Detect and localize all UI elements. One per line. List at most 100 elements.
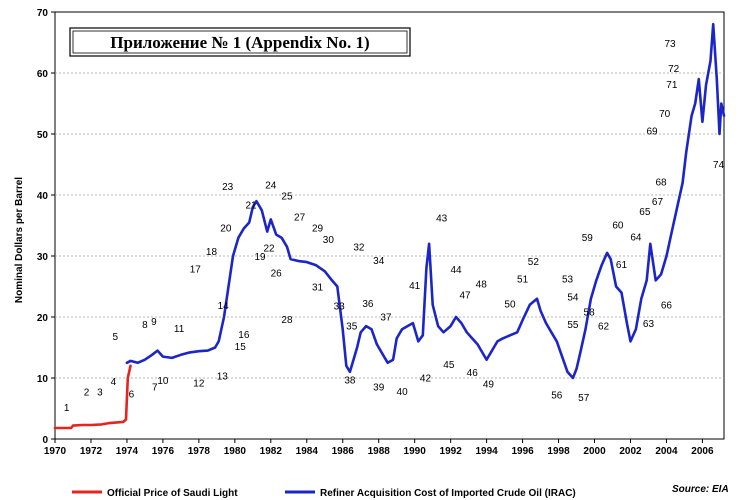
legend-label-saudi: Official Price of Saudi Light [107, 488, 238, 499]
y-tick-label: 0 [42, 435, 48, 446]
y-tick-label: 50 [37, 130, 49, 141]
x-tick-label: 1970 [44, 446, 67, 457]
annotation-label: 72 [668, 64, 680, 75]
y-axis-label: Nominal Dollars per Barrel [14, 177, 25, 303]
annotation-label: 1 [64, 403, 70, 414]
x-tick-label: 1972 [80, 446, 103, 457]
source-note: Source: EIA [672, 484, 729, 495]
x-tick-label: 1988 [368, 446, 391, 457]
x-tick-label: 1998 [547, 446, 570, 457]
x-tick-label: 2004 [655, 446, 678, 457]
x-tick-label: 2006 [691, 446, 714, 457]
annotation-label: 6 [129, 389, 135, 400]
title-box: Приложение № 1 (Appendix No. 1) [69, 27, 411, 57]
series-lines [53, 22, 726, 430]
annotation-label: 60 [612, 220, 624, 231]
series-line-irac [125, 22, 726, 380]
annotation-label: 59 [582, 233, 594, 244]
x-tick-label: 1982 [260, 446, 283, 457]
annotation-label: 57 [578, 393, 590, 404]
x-tick-label: 1994 [475, 446, 498, 457]
annotation-label: 44 [450, 265, 462, 276]
annotation-label: 19 [254, 252, 266, 263]
annotation-label: 13 [217, 372, 229, 383]
annotation-label: 53 [562, 275, 574, 286]
annotation-label: 9 [151, 317, 157, 328]
annotation-label: 33 [334, 302, 346, 313]
annotation-label: 15 [235, 342, 247, 353]
annotation-label: 27 [294, 212, 306, 223]
annotation-label: 39 [373, 383, 385, 394]
legend-label-irac: Refiner Acquisition Cost of Imported Cru… [320, 488, 576, 499]
x-tick-label: 1996 [511, 446, 534, 457]
annotation-label: 67 [652, 197, 664, 208]
y-tick-label: 20 [37, 313, 49, 324]
y-tick-label: 10 [37, 374, 49, 385]
annotation-label: 12 [193, 378, 205, 389]
annotation-label: 48 [476, 280, 488, 291]
annotation-label: 64 [630, 233, 642, 244]
annotation-label: 5 [112, 332, 118, 343]
annotation-label: 65 [639, 207, 651, 218]
annotation-label: 49 [483, 380, 495, 391]
annotation-label: 62 [598, 322, 610, 333]
x-tick-label: 2000 [583, 446, 606, 457]
annotation-label: 36 [362, 299, 374, 310]
legend: Official Price of Saudi Light Refiner Ac… [72, 488, 576, 499]
annotation-label: 70 [659, 109, 671, 120]
series-line-saudi-light [53, 364, 132, 430]
annotation-label: 58 [584, 308, 596, 319]
annotation-label: 69 [647, 126, 659, 137]
annotation-label: 50 [504, 300, 516, 311]
y-tick-label: 60 [37, 69, 49, 80]
x-tick-label: 1978 [188, 446, 211, 457]
x-tick-label: 1984 [296, 446, 319, 457]
y-tick-label: 40 [37, 191, 49, 202]
annotation-label: 17 [190, 264, 202, 275]
annotation-label: 8 [142, 320, 148, 331]
annotation-label: 54 [567, 292, 579, 303]
annotation-label: 18 [206, 247, 218, 258]
annotation-label: 34 [373, 256, 385, 267]
annotation-label: 26 [271, 269, 283, 280]
x-tick-label: 1980 [224, 446, 247, 457]
x-tick-label: 1992 [440, 446, 463, 457]
chart-title: Приложение № 1 (Appendix No. 1) [110, 33, 369, 52]
annotation-label: 24 [265, 181, 277, 192]
x-tick-label: 2002 [619, 446, 642, 457]
annotation-label: 2 [84, 388, 90, 399]
annotation-label: 20 [220, 223, 232, 234]
annotation-label: 40 [397, 387, 409, 398]
annotation-label: 25 [281, 192, 293, 203]
annotation-label: 37 [380, 313, 392, 324]
annotation-label: 73 [664, 39, 676, 50]
annotation-label: 47 [459, 291, 471, 302]
annotation-label: 56 [551, 391, 563, 402]
annotation-label: 11 [174, 324, 185, 335]
annotation-label: 71 [666, 80, 678, 91]
x-tick-label: 1976 [152, 446, 175, 457]
annotation-label: 3 [97, 388, 103, 399]
annotation-label: 63 [643, 319, 655, 330]
plot-frame [54, 11, 725, 440]
x-tick-label: 1986 [332, 446, 355, 457]
annotation-label: 68 [655, 178, 667, 189]
annotation-label: 41 [409, 281, 421, 292]
annotation-label: 28 [281, 315, 293, 326]
annotation-label: 51 [517, 275, 529, 286]
annotation-label: 30 [323, 235, 335, 246]
annotation-label: 16 [238, 330, 250, 341]
annotation-label: 42 [420, 374, 432, 385]
annotation-label: 10 [157, 376, 169, 387]
annotation-label: 29 [312, 223, 324, 234]
annotation-label: 45 [443, 360, 455, 371]
annotation-label: 74 [713, 160, 725, 171]
y-tick-label: 30 [37, 252, 49, 263]
annotation-label: 61 [616, 260, 628, 271]
x-tick-label: 1974 [116, 446, 139, 457]
annotation-label: 4 [111, 377, 117, 388]
annotation-label: 46 [467, 368, 479, 379]
